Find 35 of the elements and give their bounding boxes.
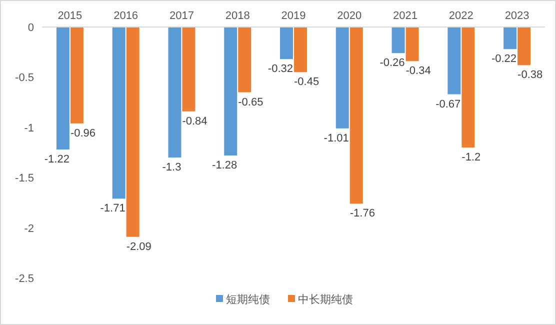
y-tick-label: -0.5 xyxy=(15,72,34,84)
data-label: -0.96 xyxy=(70,127,96,140)
y-tick-label: -1 xyxy=(24,122,34,134)
data-label: -0.26 xyxy=(380,57,405,70)
data-label: -1.2 xyxy=(462,151,481,164)
data-label: -0.45 xyxy=(294,76,320,88)
x-tick-label: 2018 xyxy=(225,10,250,22)
x-tick-label: 2023 xyxy=(504,10,530,22)
x-tick-label: 2017 xyxy=(169,10,194,22)
data-label: -1.22 xyxy=(44,153,70,166)
data-label: -0.34 xyxy=(406,65,431,78)
data-label: -0.22 xyxy=(491,53,517,66)
y-tick-label: -2 xyxy=(24,222,34,235)
data-label: -0.67 xyxy=(436,98,461,110)
legend-label: 中长期纯债 xyxy=(298,293,353,306)
data-label: -1.3 xyxy=(162,162,182,174)
data-label: -1.01 xyxy=(324,132,349,144)
data-label: -0.84 xyxy=(182,115,208,128)
y-tick-label: 0 xyxy=(28,22,34,34)
data-label: -1.28 xyxy=(212,160,238,172)
legend-label: 短期纯债 xyxy=(226,294,270,306)
data-label: -0.32 xyxy=(268,63,293,76)
data-label: -1.71 xyxy=(100,202,126,215)
data-label: -0.65 xyxy=(238,96,264,108)
data-label: -1.76 xyxy=(350,208,375,220)
data-label: -0.38 xyxy=(518,69,543,82)
x-tick-label: 2020 xyxy=(337,10,362,22)
x-tick-label: 2019 xyxy=(281,10,306,22)
x-tick-label: 2015 xyxy=(58,10,82,22)
x-tick-label: 2022 xyxy=(448,10,474,22)
x-tick-label: 2021 xyxy=(393,10,418,22)
y-tick-label: -2.5 xyxy=(15,273,34,285)
x-tick-label: 2016 xyxy=(114,10,138,22)
data-label: -2.09 xyxy=(126,240,152,253)
y-tick-label: -1.5 xyxy=(15,172,34,185)
